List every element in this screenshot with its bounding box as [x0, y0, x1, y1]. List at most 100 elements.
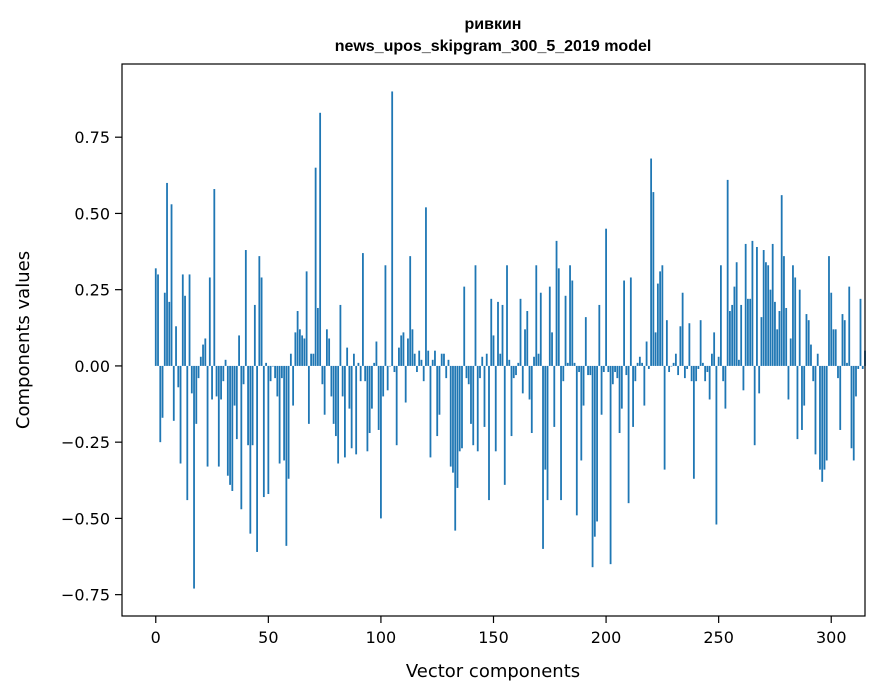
bar [411, 329, 414, 366]
bar [506, 265, 508, 366]
bar [229, 365, 231, 485]
bar [294, 332, 297, 366]
bar [825, 365, 828, 461]
bar [208, 277, 211, 366]
bar [492, 335, 495, 366]
bar [240, 365, 243, 510]
bar [555, 240, 558, 366]
bar [476, 365, 479, 452]
bar [217, 365, 220, 467]
bar [677, 365, 680, 376]
bar [449, 365, 452, 467]
bar [711, 353, 713, 366]
bar [170, 204, 173, 366]
bar [494, 365, 497, 452]
bar [665, 320, 668, 366]
bar [420, 359, 423, 366]
bar [735, 262, 738, 366]
bar [560, 365, 562, 501]
bar [645, 341, 648, 366]
bar [247, 365, 249, 446]
bar [391, 91, 394, 366]
x-tick-label: 100 [366, 628, 397, 647]
bar [344, 365, 346, 458]
bar [434, 350, 436, 366]
bar [287, 365, 290, 479]
bar [785, 307, 788, 366]
x-tick-label: 200 [591, 628, 622, 647]
bar [528, 365, 531, 400]
bar [292, 365, 295, 406]
bar [636, 362, 639, 366]
y-axis-label: Components values [13, 251, 34, 429]
bar [348, 365, 351, 409]
bar [819, 365, 821, 470]
bar [458, 365, 461, 452]
bar [249, 365, 252, 534]
bar [668, 365, 671, 373]
bar [346, 347, 349, 366]
bar [195, 365, 198, 424]
bar [321, 365, 324, 385]
bar [575, 365, 578, 516]
bar [690, 365, 693, 382]
bar [226, 365, 229, 476]
bar [720, 265, 722, 366]
bar [846, 362, 848, 366]
bar [771, 243, 774, 366]
bars-group [154, 91, 866, 589]
bar [465, 365, 468, 379]
bar [481, 356, 484, 366]
x-axis-label: Vector components [406, 661, 580, 682]
bar [168, 301, 171, 366]
chart-title-line1: ривкин [465, 16, 522, 33]
bar [765, 262, 767, 366]
bar [373, 362, 376, 366]
x-tick-label: 300 [816, 628, 847, 647]
bar [213, 189, 216, 366]
bar [535, 265, 538, 366]
bar [706, 365, 709, 373]
bar [265, 362, 267, 366]
bar [794, 277, 797, 366]
bar [582, 365, 585, 406]
bar [598, 304, 601, 366]
bar [454, 365, 457, 531]
bar [701, 362, 704, 366]
plot-frame [121, 63, 866, 617]
bar [562, 365, 565, 382]
bar [395, 365, 398, 446]
bar [181, 274, 184, 366]
bar [602, 365, 605, 373]
bar [312, 353, 315, 366]
bar [307, 365, 310, 424]
bar [253, 304, 256, 366]
bar [483, 365, 486, 427]
bar [393, 365, 396, 373]
bar [780, 195, 783, 366]
bar [501, 304, 504, 366]
bar [600, 365, 603, 415]
bar [674, 353, 677, 366]
bar [740, 304, 743, 366]
bar [443, 353, 445, 366]
bar [686, 365, 689, 369]
bar [339, 304, 342, 366]
bar [177, 365, 180, 388]
bar [479, 365, 481, 379]
bar [857, 365, 860, 369]
bar [828, 256, 830, 366]
bar [614, 365, 616, 373]
bar [316, 307, 319, 366]
bar [591, 365, 594, 568]
bar [789, 338, 792, 366]
bar [821, 365, 824, 482]
bar [623, 280, 625, 366]
bar [548, 286, 551, 366]
bar [497, 301, 499, 366]
bar [172, 365, 175, 421]
bar [661, 265, 664, 366]
bar [298, 329, 301, 366]
bar [683, 365, 686, 379]
